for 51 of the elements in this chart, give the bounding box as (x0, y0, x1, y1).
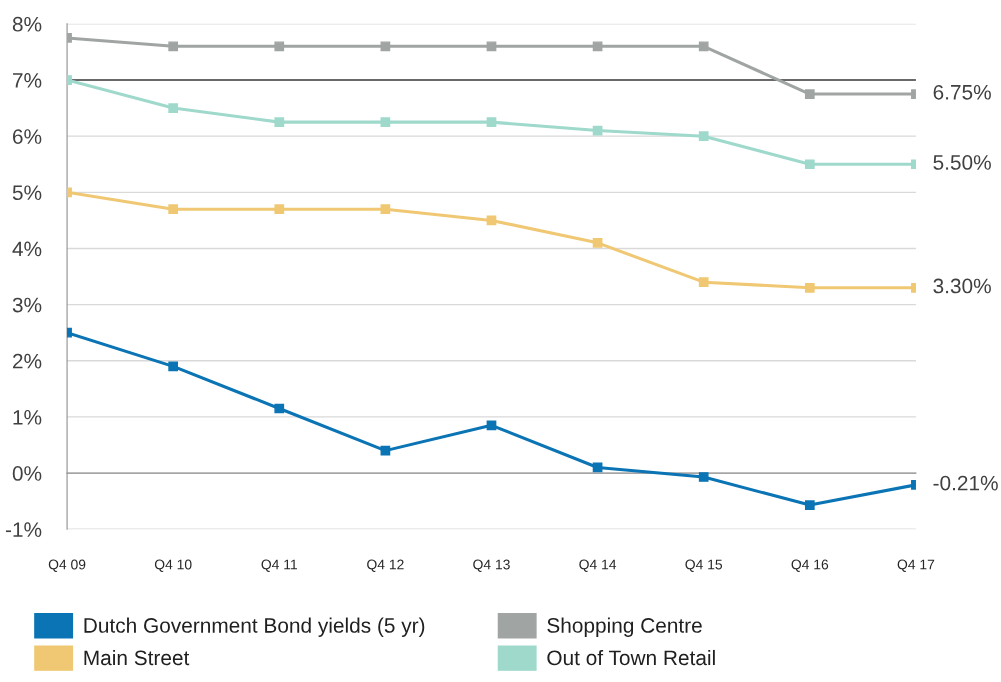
point (486, 420, 497, 431)
point (698, 472, 709, 482)
x-tick-label: Q4 15 (685, 559, 723, 572)
y-tick-label: 0% (12, 466, 42, 481)
point (380, 117, 391, 127)
point (380, 41, 391, 52)
point (804, 89, 815, 99)
y-tick-label: 1% (13, 410, 42, 425)
point (168, 361, 179, 372)
point (592, 237, 603, 248)
point (804, 282, 815, 293)
y-tick-label: 2% (13, 353, 42, 369)
y-tick-label: 7% (13, 73, 42, 88)
y-tick-label: 6% (13, 129, 42, 144)
point (486, 41, 497, 52)
y-tick-label: 3% (12, 297, 42, 313)
point (274, 204, 285, 215)
legend-label: Out of Town Retail (547, 649, 715, 666)
point (698, 41, 709, 52)
x-tick-label: Q4 13 (473, 559, 510, 572)
x-tick-label: Q4 16 (791, 559, 829, 572)
point (486, 117, 497, 127)
point (698, 277, 709, 288)
point (698, 131, 709, 142)
x-tick-label: Q4 11 (261, 559, 298, 572)
data-label: -0.21% (933, 475, 998, 491)
point (592, 41, 603, 52)
x-tick-label: Q4 12 (367, 559, 404, 572)
data-label: 3.30% (933, 278, 991, 294)
x-tick-label: Q4 10 (154, 559, 192, 572)
legend-label: Shopping Centre (547, 617, 702, 637)
point (804, 159, 815, 170)
point (168, 204, 179, 215)
legend-label: Dutch Government Bond yields (5 yr) (84, 617, 425, 637)
x-tick-label: Q4 17 (897, 559, 935, 572)
point (168, 103, 179, 113)
point (804, 500, 815, 510)
y-tick-label: 5% (12, 185, 42, 201)
y-tick-label: 8% (12, 16, 42, 32)
point (274, 403, 285, 414)
legend-label: Main Street (84, 649, 190, 666)
x-tick-label: Q4 09 (48, 559, 86, 572)
y-tick-label: -1% (5, 522, 42, 537)
point (168, 41, 179, 52)
data-label: 6.75% (933, 84, 991, 100)
point (274, 117, 285, 127)
x-tick-label: Q4 14 (579, 559, 617, 572)
y-tick-label: 4% (12, 241, 42, 257)
point (380, 204, 391, 215)
point (274, 41, 285, 52)
data-label: 5.50% (933, 155, 991, 170)
